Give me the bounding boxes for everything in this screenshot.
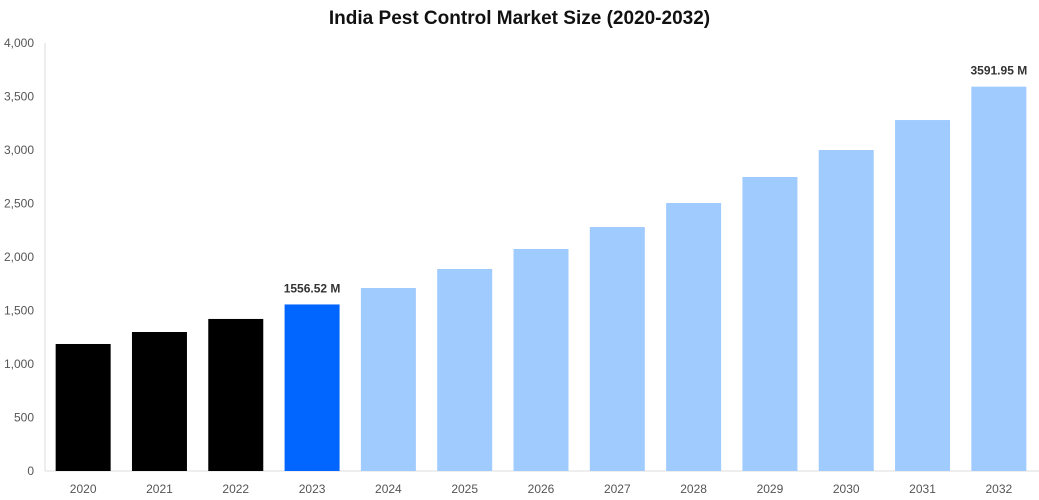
bar-2029 <box>742 176 798 472</box>
y-tick-label: 4,000 <box>4 36 34 50</box>
x-tick-label: 2027 <box>604 482 631 496</box>
y-tick-label: 2,500 <box>4 197 34 211</box>
x-tick-label: 2029 <box>757 482 784 496</box>
chart-title: India Pest Control Market Size (2020-203… <box>328 8 711 29</box>
y-tick-label: 2,000 <box>4 250 34 264</box>
x-tick-label: 2023 <box>299 482 326 496</box>
y-tick-label: 3,000 <box>4 143 34 157</box>
bar-2031 <box>895 120 951 471</box>
bar-2024 <box>360 288 416 471</box>
y-tick-label: 0 <box>27 464 34 478</box>
x-tick-label: 2031 <box>909 482 936 496</box>
x-tick-label: 2028 <box>680 482 707 496</box>
x-tick-label: 2020 <box>70 482 97 496</box>
x-tick-label: 2021 <box>146 482 173 496</box>
x-tick-label: 2030 <box>833 482 860 496</box>
x-tick-label: 2024 <box>375 482 402 496</box>
x-tick-label: 2032 <box>985 482 1012 496</box>
x-tick-label: 2025 <box>451 482 478 496</box>
y-tick-label: 1,000 <box>4 357 34 371</box>
bar-2023 <box>284 304 340 471</box>
data-label: 1556.52 M <box>284 281 341 295</box>
bar-2030 <box>818 150 874 471</box>
data-label: 3591.95 M <box>970 64 1027 78</box>
x-tick-label: 2022 <box>222 482 249 496</box>
y-tick-label: 3,500 <box>4 90 34 104</box>
bar-2021 <box>131 332 187 471</box>
bar-2025 <box>437 268 493 471</box>
bar-2020 <box>55 343 111 471</box>
bar-2032 <box>971 86 1027 471</box>
bar-2027 <box>589 227 645 471</box>
y-tick-label: 1,500 <box>4 304 34 318</box>
bar-2028 <box>666 202 722 471</box>
x-tick-label: 2026 <box>528 482 555 496</box>
bar-2026 <box>513 248 569 471</box>
bar-2022 <box>208 318 264 471</box>
y-tick-label: 500 <box>14 411 34 425</box>
